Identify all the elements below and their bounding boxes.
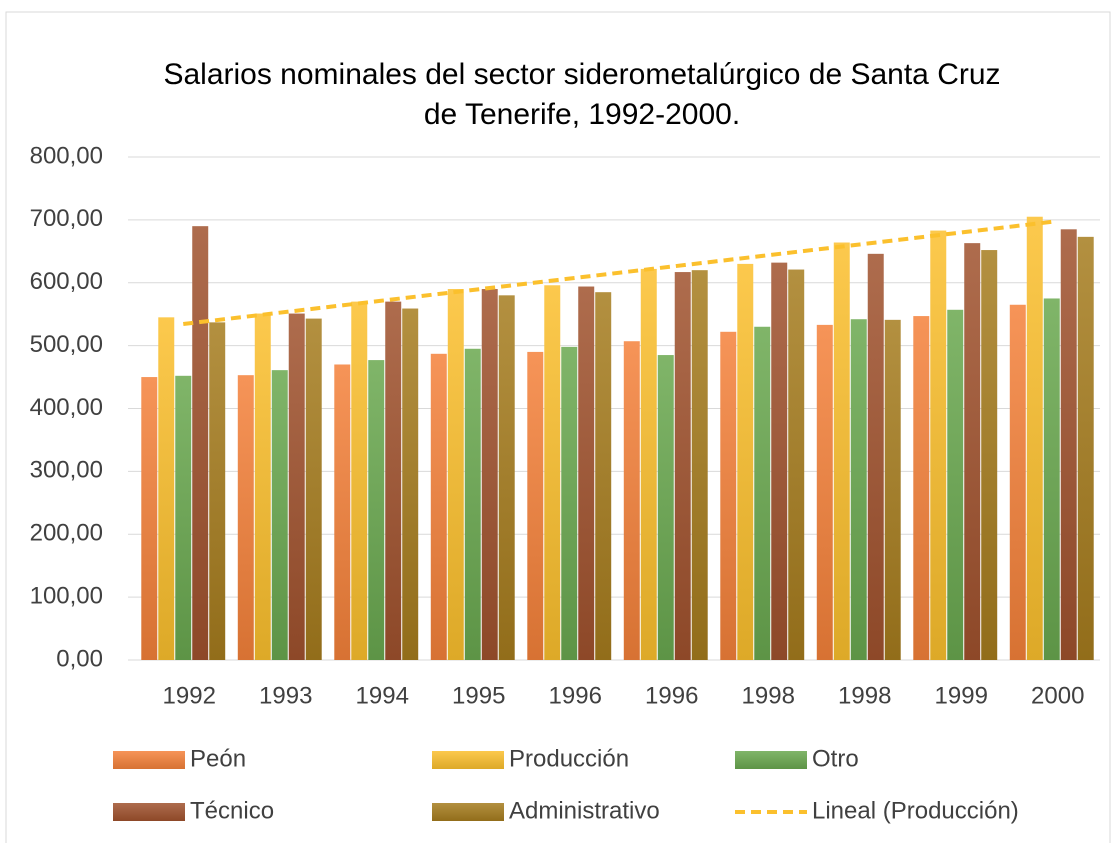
legend-label: Producción: [509, 745, 629, 772]
legend-label: Técnico: [190, 797, 274, 824]
chart-title: de Tenerife, 1992-2000.: [424, 98, 740, 131]
bar: [561, 346, 578, 660]
y-tick-label: 200,00: [30, 520, 103, 547]
bar: [351, 301, 368, 660]
bar: [430, 353, 447, 660]
legend-swatch: [113, 751, 185, 769]
bar: [334, 364, 351, 660]
legend-swatch: [113, 803, 185, 821]
bar: [930, 230, 947, 660]
bar: [737, 263, 754, 660]
y-tick-label: 800,00: [30, 142, 103, 169]
x-tick-label: 1995: [452, 682, 505, 709]
y-tick-label: 0,00: [56, 645, 103, 672]
bar: [1009, 304, 1026, 660]
y-tick-label: 100,00: [30, 582, 103, 609]
bar: [254, 313, 271, 660]
bar: [481, 289, 498, 660]
bar: [674, 272, 691, 660]
bar: [498, 295, 515, 660]
bar: [981, 250, 998, 660]
bar: [623, 341, 640, 660]
bar: [964, 243, 981, 661]
y-tick-label: 400,00: [30, 394, 103, 421]
bar: [527, 351, 544, 660]
bar: [913, 316, 930, 660]
x-tick-label: 1994: [356, 682, 409, 709]
bar: [271, 370, 288, 660]
bar: [385, 301, 402, 660]
bar: [237, 375, 254, 660]
x-tick-label: 1993: [259, 682, 312, 709]
bar: [402, 308, 419, 660]
bar: [640, 268, 657, 660]
legend-label: Lineal (Producción): [812, 797, 1019, 824]
bar: [771, 262, 788, 660]
y-tick-label: 300,00: [30, 457, 103, 484]
bar: [947, 309, 964, 660]
bar: [1026, 216, 1043, 660]
bar: [720, 331, 737, 660]
bar: [1043, 298, 1060, 660]
legend-label: Administrativo: [509, 797, 660, 824]
bar: [816, 324, 833, 660]
bar: [1060, 229, 1077, 660]
bar: [595, 292, 612, 660]
bar: [175, 375, 192, 660]
bar: [368, 360, 385, 660]
x-tick-label: 1998: [742, 682, 795, 709]
bar: [788, 269, 805, 660]
bar: [657, 355, 674, 660]
bar: [305, 318, 322, 660]
chart-title: Salarios nominales del sector siderometa…: [163, 58, 1000, 91]
legend-swatch: [432, 803, 504, 821]
bar: [850, 319, 867, 660]
bar: [754, 326, 771, 660]
bar: [884, 319, 901, 660]
bar: [192, 226, 209, 660]
x-tick-label: 1999: [935, 682, 988, 709]
x-tick-label: 1996: [549, 682, 602, 709]
bar: [833, 242, 850, 660]
bar: [209, 322, 226, 660]
bar: [158, 317, 175, 660]
y-tick-label: 600,00: [30, 268, 103, 295]
bar: [141, 377, 158, 660]
y-tick-label: 500,00: [30, 331, 103, 358]
x-tick-label: 2000: [1031, 682, 1084, 709]
legend-swatch: [432, 751, 504, 769]
bar: [1077, 236, 1094, 660]
x-tick-label: 1992: [163, 682, 216, 709]
legend-label: Peón: [190, 745, 246, 772]
bar: [578, 286, 595, 660]
bar: [464, 348, 481, 660]
bar: [691, 270, 708, 660]
y-tick-label: 700,00: [30, 205, 103, 232]
legend-label: Otro: [812, 745, 859, 772]
bar: [867, 253, 884, 660]
bar: [544, 285, 561, 660]
bar: [447, 289, 464, 660]
legend-swatch: [735, 751, 807, 769]
bar: [288, 313, 305, 660]
trendline: [183, 219, 1052, 327]
x-tick-label: 1998: [838, 682, 891, 709]
x-tick-label: 1996: [645, 682, 698, 709]
